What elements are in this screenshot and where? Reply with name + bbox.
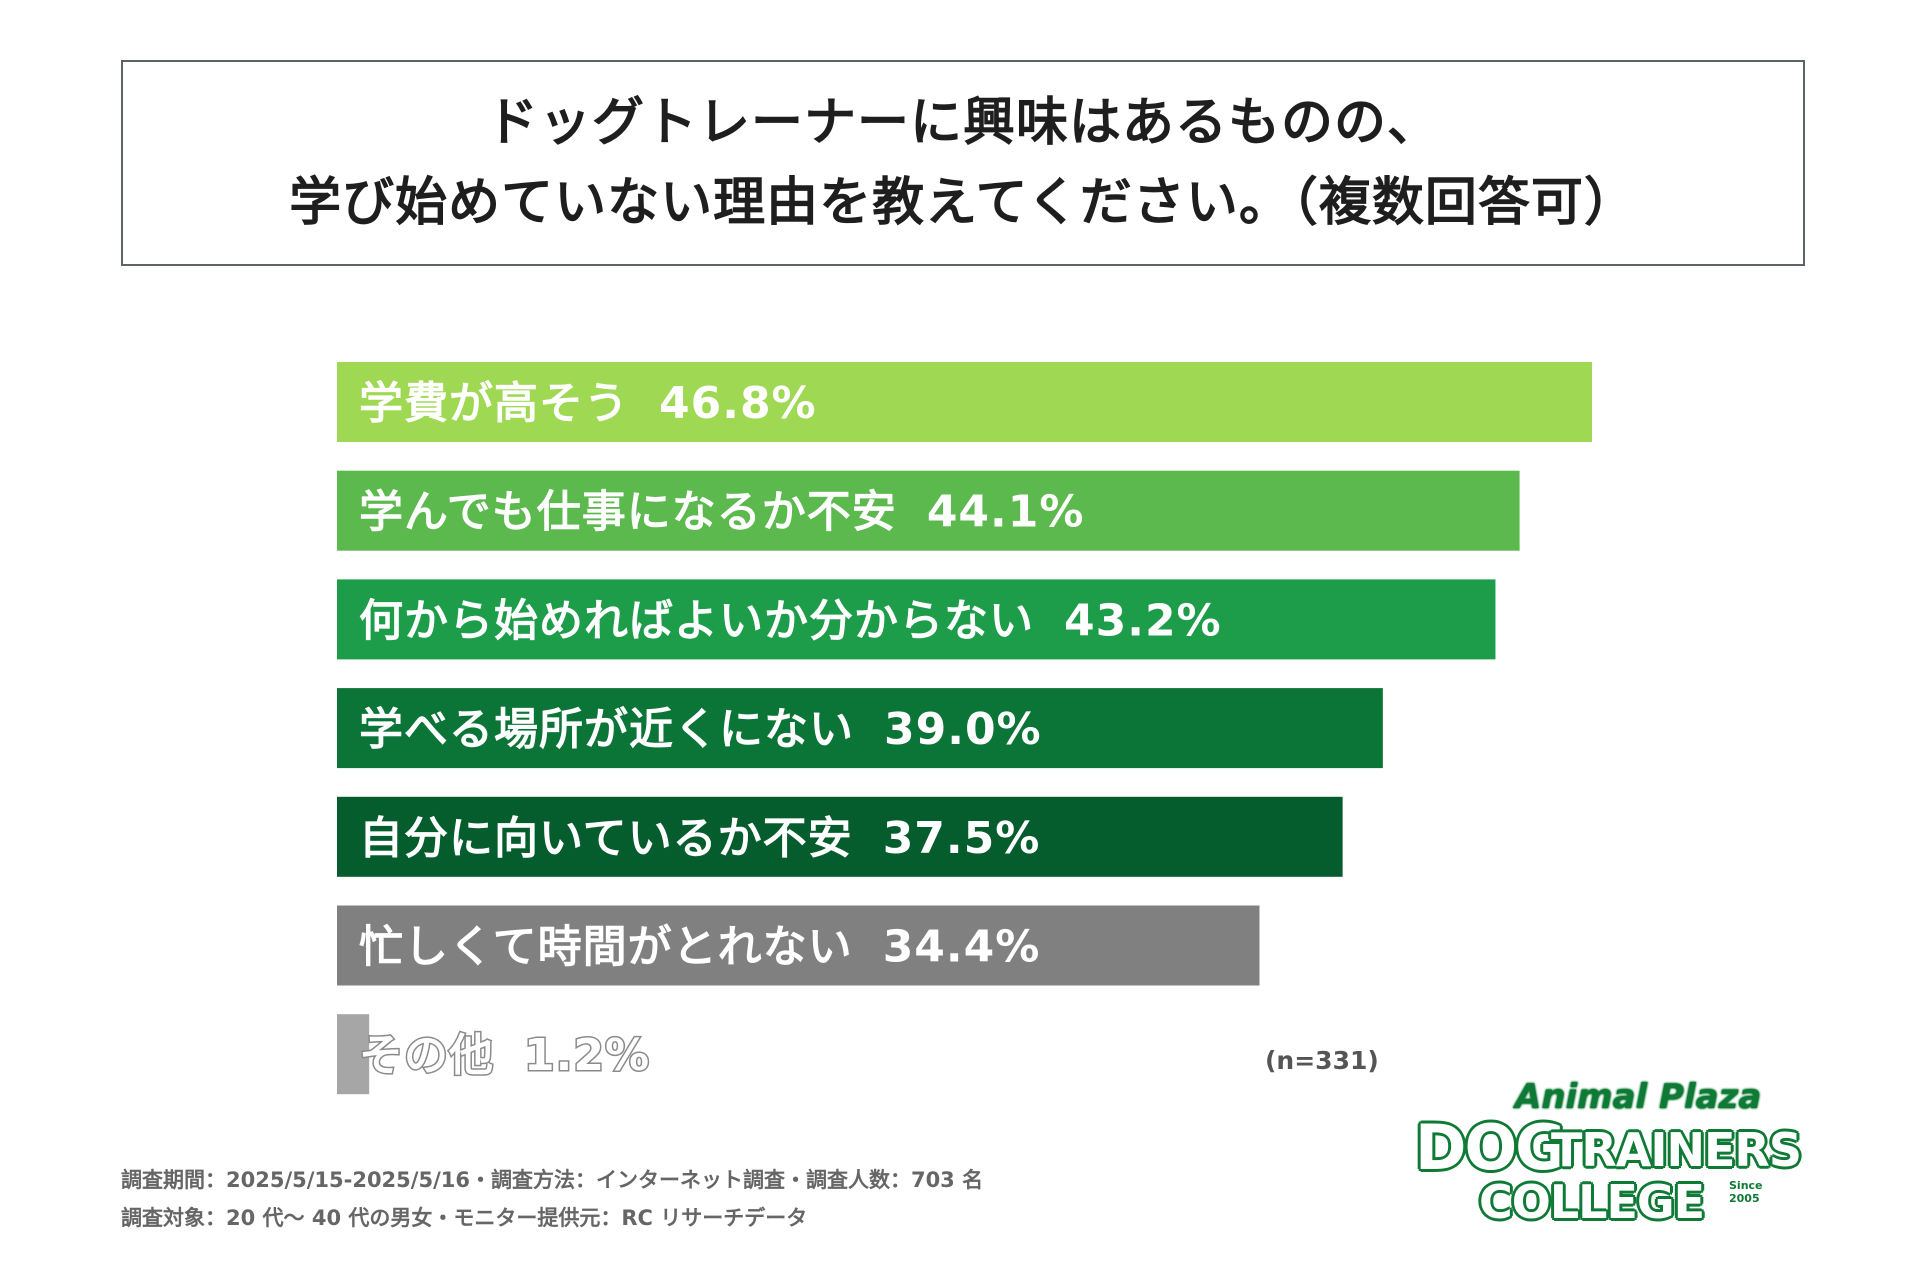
title-line-1: ドッグトレーナーに興味はあるものの、 — [485, 93, 1440, 153]
bar-value-5: 37.5% — [883, 813, 1041, 864]
bar-category-2: 学んでも仕事になるか不安 — [359, 487, 897, 538]
logo-since: Since 2005 — [1729, 1179, 1763, 1205]
bar-value-7: 1.2% — [524, 1030, 650, 1081]
bar-label-1: 学費が高そう 46.8% — [359, 378, 817, 429]
title-box: ドッグトレーナーに興味はあるものの、 学び始めていない理由を教えてください。（複… — [121, 60, 1805, 266]
logo-trainers: TRAINERS — [1551, 1123, 1802, 1177]
bar-label-3: 何から始めればよいか分からない 43.2% — [359, 595, 1222, 646]
bar-category-6: 忙しくて時間がとれない — [359, 922, 853, 973]
bar-5 — [337, 796, 1343, 877]
bar-2 — [337, 470, 1520, 551]
dog-trainers-college-logo: Animal Plaza DOG TRAINERS COLLEGE Since … — [1415, 1075, 1802, 1230]
bar-category-7: その他 — [359, 1030, 494, 1081]
bar-1 — [337, 362, 1592, 442]
logo-college: COLLEGE — [1479, 1175, 1705, 1229]
bar-7 — [337, 1014, 370, 1095]
bar-value-2: 44.1% — [927, 487, 1085, 538]
footer-survey-period: 調査期間：2025/5/15-2025/5/16・調査方法：インターネット調査・… — [121, 1168, 984, 1192]
bar-label-4: 学べる場所が近くにない 39.0% — [359, 704, 1042, 755]
sample-size-note: (n=331) — [1265, 1046, 1379, 1075]
bar-label-7: その他 1.2% — [359, 1030, 650, 1081]
logo-dog: DOG — [1415, 1111, 1566, 1184]
bar-label-2: 学んでも仕事になるか不安 44.1% — [359, 487, 1084, 538]
footer-survey-target: 調査対象：20 代〜 40 代の男女・モニター提供元：RC リサーチデータ — [121, 1206, 808, 1230]
bar-4 — [337, 688, 1383, 769]
bar-label-6: 忙しくて時間がとれない 34.4% — [359, 922, 1040, 973]
logo-animal-plaza: Animal Plaza — [1514, 1077, 1762, 1118]
bar-category-5: 自分に向いているか不安 — [359, 813, 853, 864]
bar-category-4: 学べる場所が近くにない — [359, 704, 854, 755]
bar-value-6: 34.4% — [883, 922, 1041, 973]
title-line-2: 学び始めていない理由を教えてください。（複数回答可） — [289, 173, 1637, 233]
bar-value-4: 39.0% — [884, 704, 1042, 755]
bar-3 — [337, 579, 1496, 660]
bar-value-1: 46.8% — [659, 378, 817, 429]
bar-6 — [337, 905, 1260, 986]
bar-category-1: 学費が高そう — [359, 378, 629, 429]
bar-category-3: 何から始めればよいか分からない — [359, 595, 1034, 646]
bar-value-3: 43.2% — [1064, 595, 1222, 646]
bar-label-5: 自分に向いているか不安 37.5% — [359, 813, 1040, 864]
